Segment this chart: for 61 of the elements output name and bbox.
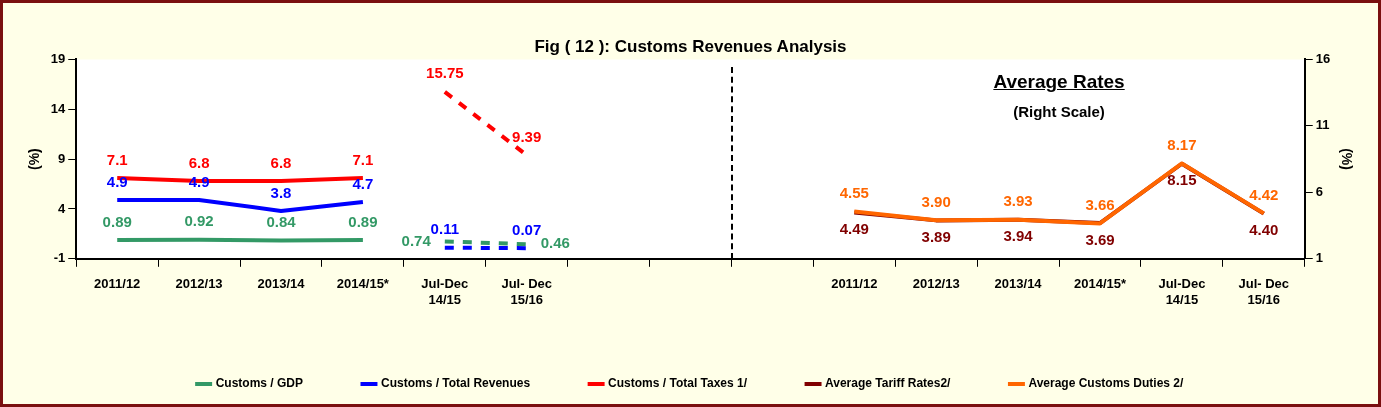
data-label: 9.39 [512, 127, 542, 145]
data-label: 8.15 [1167, 171, 1197, 189]
annotation: Average Rates [993, 71, 1125, 94]
y-tick-label: 4 [58, 200, 67, 216]
chart-title: Fig ( 12 ): Customs Revenues Analysis [534, 36, 847, 56]
y2-tick-label: 11 [1315, 117, 1330, 133]
data-label: 3.89 [921, 228, 951, 246]
data-label: 0.74 [401, 231, 432, 249]
legend-label: Average Tariff Rates2/ [825, 376, 952, 391]
data-label: 3.8 [270, 183, 292, 201]
data-label: 3.66 [1085, 196, 1115, 214]
y-tick-label: 9 [58, 150, 66, 166]
data-label: 3.90 [921, 192, 951, 210]
annotation: (Right Scale) [1013, 103, 1105, 121]
data-label: 0.46 [540, 234, 570, 252]
data-label: 0.84 [266, 213, 297, 231]
data-label: 4.42 [1249, 185, 1279, 203]
x-tick-label: Jul-Dec 14/15 [1158, 276, 1206, 307]
y-tick-label: -1 [53, 250, 66, 266]
data-label: 4.55 [839, 184, 869, 202]
data-label: 3.94 [1003, 227, 1034, 245]
data-label: 8.17 [1167, 136, 1197, 154]
data-label: 4.9 [188, 172, 210, 190]
data-label: 0.92 [184, 212, 214, 230]
data-label: 0.89 [348, 212, 378, 230]
data-label: 3.93 [1003, 192, 1033, 210]
data-label: 0.11 [430, 220, 459, 238]
data-label: 6.8 [188, 153, 210, 171]
x-tick-label: Jul- Dec 15/16 [1238, 276, 1290, 307]
data-label: 4.49 [839, 220, 869, 238]
legend-label: Customs / Total Taxes 1/ [608, 376, 748, 391]
y-axis-title: (%) [26, 148, 43, 170]
y-tick-label: 19 [50, 50, 66, 66]
x-tick-label: 2013/14 [257, 276, 306, 292]
legend-label: Average Customs Duties 2/ [1028, 376, 1185, 391]
y2-tick-label: 16 [1315, 50, 1331, 66]
y2-axis-title: (%) [1338, 148, 1355, 170]
y2-tick-label: 6 [1315, 183, 1323, 199]
x-tick-label: 2011/12 [831, 276, 878, 292]
data-label: 15.75 [426, 64, 464, 82]
x-tick-label: 2012/13 [175, 276, 223, 292]
x-tick-label: 2014/15* [1073, 276, 1127, 292]
data-label: 4.7 [352, 174, 374, 192]
y-tick-label: 14 [50, 100, 67, 116]
x-tick-label: Jul- Dec 15/16 [501, 276, 552, 307]
data-label: 0.07 [512, 220, 542, 238]
x-tick-label: 2012/13 [912, 276, 960, 292]
x-tick-label: 2014/15* [336, 276, 390, 292]
data-label: 6.8 [270, 153, 292, 171]
x-tick-label: Jul-Dec 14/15 [421, 276, 469, 307]
data-label: 7.1 [352, 150, 374, 168]
x-tick-label: 2011/12 [94, 276, 141, 292]
y2-tick-label: 1 [1315, 250, 1323, 266]
legend-label: Customs / Total Revenues [380, 376, 531, 391]
data-label: 3.69 [1085, 230, 1115, 248]
data-label: 7.1 [106, 150, 128, 168]
data-label: 0.89 [102, 212, 132, 230]
legend-label: Customs / GDP [215, 376, 303, 391]
x-tick-label: 2013/14 [994, 276, 1043, 292]
data-label: 4.40 [1249, 221, 1279, 239]
data-label: 4.9 [106, 172, 128, 190]
